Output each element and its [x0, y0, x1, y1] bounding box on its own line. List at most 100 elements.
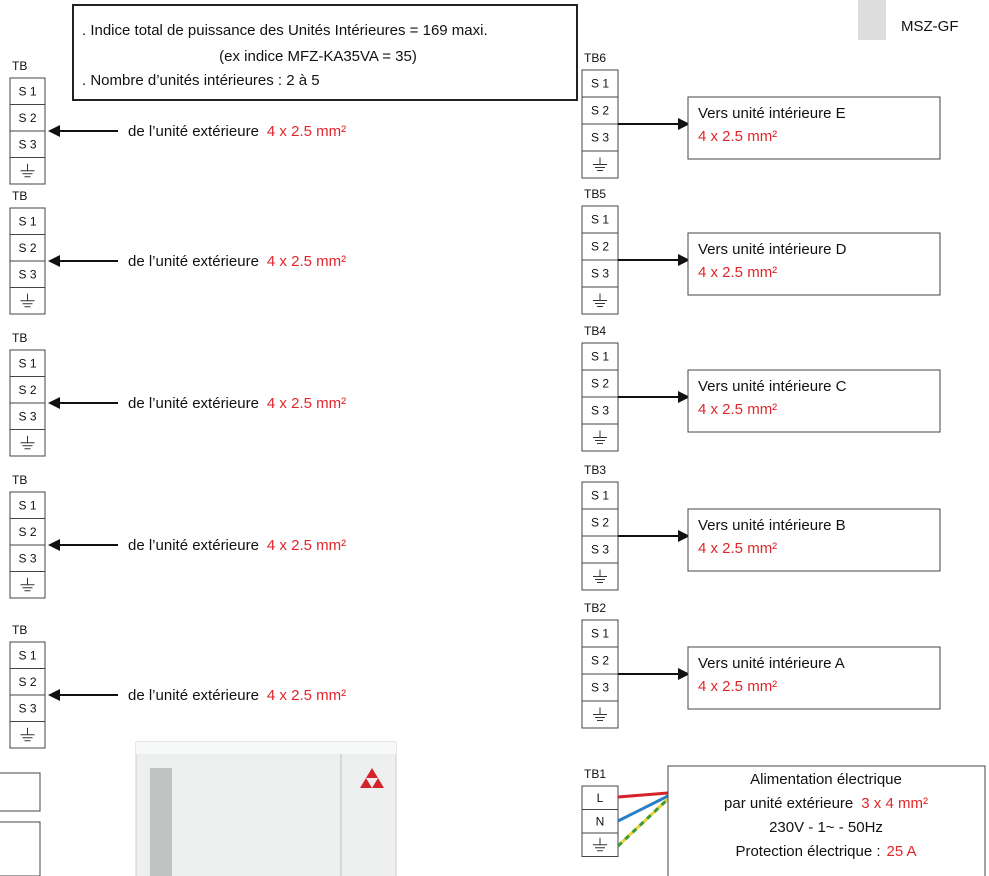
- power-title: Alimentation électrique: [750, 771, 902, 788]
- arrowhead: [678, 668, 690, 680]
- cable-spec: 4 x 2.5 mm²: [698, 128, 777, 145]
- terminal: [581, 673, 619, 702]
- destination-box: [687, 508, 941, 572]
- arrowhead: [48, 125, 60, 137]
- terminal: [9, 376, 46, 404]
- terminal: [581, 646, 619, 675]
- terminal: [9, 207, 46, 235]
- model-label: MSZ-GF: [901, 18, 959, 35]
- terminal-label: S 3: [18, 137, 36, 151]
- terminal-label: S 3: [591, 404, 609, 418]
- terminal-block-label: TB1: [584, 767, 606, 781]
- terminal-label: S 2: [18, 111, 36, 125]
- terminal-label: S 2: [18, 525, 36, 539]
- cable-spec: 4 x 2.5 mm²: [267, 395, 346, 412]
- power-voltage: 230V - 1~ - 50Hz: [769, 819, 883, 836]
- note-line: . Nombre d’unités intérieures : 2 à 5: [82, 72, 320, 89]
- terminal: [581, 286, 619, 315]
- terminal-label: S 1: [18, 648, 36, 662]
- terminal-block-label: TB4: [584, 324, 606, 338]
- protection-label: Protection électrique :: [735, 843, 880, 860]
- terminal-label: S 2: [591, 104, 609, 118]
- source-text: par unité extérieure: [724, 795, 853, 812]
- arrowhead: [678, 530, 690, 542]
- note-line: (ex indice MFZ-KA35VA = 35): [219, 48, 417, 65]
- cable-text: de l’unité extérieure 4 x 2.5 mm²: [128, 395, 346, 412]
- cable-spec: 4 x 2.5 mm²: [698, 264, 777, 281]
- destination-box: [687, 369, 941, 433]
- cable-spec: 4 x 2.5 mm²: [267, 687, 346, 704]
- terminal: [581, 342, 619, 371]
- terminal-label: L: [597, 791, 604, 805]
- terminal: [581, 369, 619, 398]
- terminal-label: S 1: [591, 213, 609, 227]
- terminal-label: S 1: [591, 489, 609, 503]
- terminal: [9, 260, 46, 288]
- arrowhead: [48, 397, 60, 409]
- terminal-label: S 3: [18, 701, 36, 715]
- terminal: [581, 396, 619, 425]
- terminal-label: S 1: [591, 627, 609, 641]
- model-swatch: [858, 0, 886, 40]
- power-box: [667, 765, 986, 876]
- arrowhead: [678, 118, 690, 130]
- terminal-label: S 3: [18, 267, 36, 281]
- terminal-block-label: TB2: [584, 601, 606, 615]
- source-text: de l’unité extérieure: [128, 395, 259, 412]
- source-text: de l’unité extérieure: [128, 253, 259, 270]
- terminal-label: S 2: [18, 383, 36, 397]
- power-source: par unité extérieure 3 x 4 mm²: [724, 795, 928, 812]
- destination-text: Vers unité intérieure D: [698, 241, 847, 258]
- destination-text: Vers unité intérieure B: [698, 517, 846, 534]
- outdoor-unit: [135, 741, 397, 876]
- wire-live: [617, 791, 669, 799]
- note-box: [72, 4, 578, 101]
- arrowhead: [48, 255, 60, 267]
- terminal-block-label: TB5: [584, 187, 606, 201]
- terminal-block-label: TB6: [584, 51, 606, 65]
- terminal-block-label: TB: [12, 473, 27, 487]
- source-text: de l’unité extérieure: [128, 123, 259, 140]
- source-text: de l’unité extérieure: [128, 537, 259, 554]
- terminal: [581, 508, 619, 537]
- terminal: [581, 205, 619, 234]
- source-text: de l’unité extérieure: [128, 687, 259, 704]
- cable-spec: 4 x 2.5 mm²: [267, 537, 346, 554]
- terminal-label: S 2: [591, 377, 609, 391]
- terminal-block-label: TB3: [584, 463, 606, 477]
- terminal: [9, 287, 46, 315]
- terminal-label: S 2: [18, 675, 36, 689]
- destination-text: Vers unité intérieure A: [698, 655, 845, 672]
- terminal: [9, 721, 46, 749]
- arrowhead: [48, 539, 60, 551]
- destination-box: [687, 646, 941, 710]
- terminal: [581, 259, 619, 288]
- arrowhead: [678, 391, 690, 403]
- terminal-label: S 1: [18, 356, 36, 370]
- terminal: [9, 77, 46, 105]
- terminal: [9, 668, 46, 696]
- power-protection: Protection électrique : 25 A: [735, 843, 916, 860]
- cable-spec: 4 x 2.5 mm²: [267, 123, 346, 140]
- terminal-label: S 3: [591, 131, 609, 145]
- terminal-label: S 2: [591, 240, 609, 254]
- terminal-label: S 1: [591, 77, 609, 91]
- terminal: [9, 234, 46, 262]
- terminal-label: S 3: [591, 267, 609, 281]
- terminal-label: S 3: [591, 681, 609, 695]
- terminal-label: S 1: [18, 214, 36, 228]
- wire-earth: [616, 797, 670, 848]
- terminal: [9, 544, 46, 572]
- terminal-block-label: TB: [12, 59, 27, 73]
- destination-text: Vers unité intérieure E: [698, 105, 846, 122]
- terminal-label: S 2: [18, 241, 36, 255]
- cable-text: de l’unité extérieure 4 x 2.5 mm²: [128, 123, 346, 140]
- terminal-block-label: TB: [12, 623, 27, 637]
- cable-text: de l’unité extérieure 4 x 2.5 mm²: [128, 537, 346, 554]
- cable-text: de l’unité extérieure 4 x 2.5 mm²: [128, 687, 346, 704]
- terminal-label: N: [596, 814, 605, 828]
- arrowhead: [678, 254, 690, 266]
- terminal-block-label: TB: [12, 189, 27, 203]
- cable-spec: 4 x 2.5 mm²: [698, 678, 777, 695]
